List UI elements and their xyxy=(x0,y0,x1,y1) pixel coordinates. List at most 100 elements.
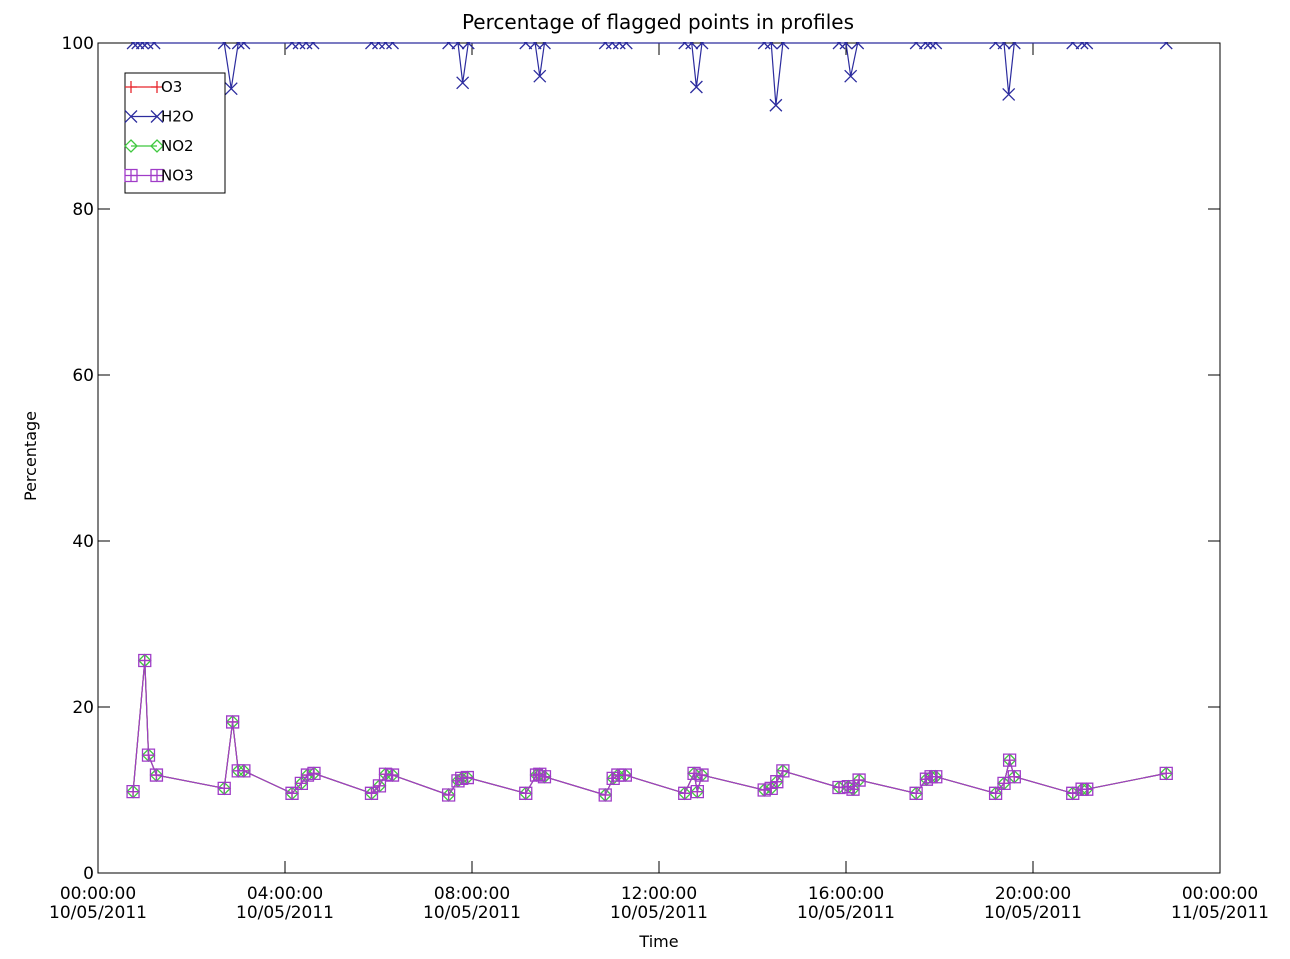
no3-data-point xyxy=(678,786,692,800)
h2o-data-point xyxy=(598,42,612,50)
no3-data-point xyxy=(690,785,704,799)
h2o-data-point xyxy=(285,42,299,50)
legend-item-o3: O3 xyxy=(125,78,182,96)
series-h2o xyxy=(126,42,1173,112)
y-tick-label: 80 xyxy=(72,200,94,220)
legend-label: H2O xyxy=(161,108,194,126)
no3-data-point xyxy=(441,788,456,802)
h2o-data-point xyxy=(1002,88,1016,101)
h2o-data-point xyxy=(1007,42,1021,50)
no3-data-point xyxy=(1002,753,1017,767)
h2o-data-point xyxy=(923,42,937,50)
h2o-data-point xyxy=(135,42,149,50)
h2o-data-point xyxy=(1066,42,1080,50)
no3-data-point xyxy=(598,788,612,802)
legend-item-no3: NO3 xyxy=(124,167,194,185)
h2o-data-point xyxy=(365,42,378,50)
no3-data-point xyxy=(1080,782,1094,796)
no3-data-point xyxy=(126,785,140,799)
x-axis-label: Time xyxy=(638,932,678,951)
no3-data-point xyxy=(378,767,393,781)
legend-item-no2: NO2 xyxy=(124,137,194,155)
h2o-data-point xyxy=(237,42,251,50)
h2o-data-point xyxy=(140,42,154,50)
legend-box xyxy=(124,72,226,194)
h2o-data-point xyxy=(386,42,399,50)
no3-data-point xyxy=(141,748,156,762)
x-tick-label-date: 10/05/2011 xyxy=(797,903,895,923)
no3-data-point xyxy=(695,768,709,782)
legend-h2o-data-point xyxy=(150,110,164,123)
h2o-data-point xyxy=(528,42,542,50)
y-tick-label: 60 xyxy=(72,366,94,386)
h2o-data-point xyxy=(929,42,943,50)
no3-data-point xyxy=(770,775,784,789)
h2o-data-point xyxy=(299,42,313,50)
h2o-data-point xyxy=(519,42,533,50)
x-tick-label-date: 10/05/2011 xyxy=(236,903,334,923)
axes: 02040608010000:00:0010/05/201104:00:0010… xyxy=(49,34,1269,923)
h2o-data-point xyxy=(776,42,790,50)
h2o-data-point xyxy=(685,42,699,50)
x-tick-label-time: 12:00:00 xyxy=(621,884,697,904)
x-tick-label-date: 10/05/2011 xyxy=(49,903,147,923)
no3-data-point xyxy=(237,764,251,778)
legend-h2o-data-point xyxy=(124,110,138,123)
h2o-data-point xyxy=(764,42,778,50)
h2o-data-point xyxy=(689,80,703,94)
no3-data-point xyxy=(149,768,164,782)
h2o-data-point xyxy=(832,42,846,50)
no3-data-point xyxy=(225,715,240,729)
x-tick-label-date: 11/05/2011 xyxy=(1171,903,1269,923)
x-tick-label-time: 00:00:00 xyxy=(1182,884,1258,904)
h2o-data-point xyxy=(217,42,231,50)
legend-no3-data-point xyxy=(124,168,138,183)
x-tick-label-time: 16:00:00 xyxy=(808,884,884,904)
no3-data-point xyxy=(929,770,943,784)
legend-label: NO3 xyxy=(161,167,194,185)
legend-o3-data-point xyxy=(151,81,163,93)
h2o-data-point xyxy=(306,42,320,50)
no3-data-point xyxy=(1007,770,1021,784)
h2o-data-point xyxy=(461,42,475,50)
no3-data-point xyxy=(1159,766,1173,781)
legend: O3 H2O NO2 NO3 xyxy=(124,72,226,194)
no3-data-point xyxy=(776,764,790,778)
legend-item-h2o: H2O xyxy=(124,108,194,126)
h2o-data-point xyxy=(1075,42,1089,50)
h2o-data-point xyxy=(451,42,465,50)
series-layer xyxy=(126,42,1174,802)
x-tick-label-time: 04:00:00 xyxy=(247,884,323,904)
legend-o3-data-point xyxy=(125,81,137,93)
h2o-data-point xyxy=(997,42,1011,50)
h2o-data-point xyxy=(695,42,709,50)
h2o-data-point xyxy=(131,42,145,50)
no3-data-point xyxy=(618,768,632,782)
h2o-data-point xyxy=(844,69,858,83)
no3-data-point xyxy=(537,770,552,784)
x-tick-label-date: 10/05/2011 xyxy=(423,903,521,923)
h2o-data-point xyxy=(538,42,551,50)
no3-data-point xyxy=(687,766,701,781)
x-tick-label-time: 00:00:00 xyxy=(60,884,136,904)
h2o-data-point xyxy=(612,42,626,50)
no3-data-point xyxy=(909,786,923,800)
x-tick-label-date: 10/05/2011 xyxy=(984,903,1082,923)
legend-no2-data-point xyxy=(124,139,138,153)
no3-data-point xyxy=(285,786,299,800)
h2o-data-point xyxy=(442,42,456,50)
y-tick-label: 20 xyxy=(72,698,94,718)
y-axis-label: Percentage xyxy=(21,411,40,501)
y-tick-label: 0 xyxy=(83,864,94,884)
no3-data-point xyxy=(606,771,620,786)
h2o-data-point xyxy=(147,42,161,50)
legend-label: NO2 xyxy=(161,137,194,155)
no3-data-point xyxy=(138,653,152,668)
no3-data-point xyxy=(519,786,533,800)
h2o-data-point xyxy=(919,42,932,50)
y-tick-label: 40 xyxy=(72,532,94,552)
h2o-data-point xyxy=(533,69,547,83)
h2o-data-point xyxy=(757,42,771,50)
h2o-data-point xyxy=(1159,42,1173,50)
